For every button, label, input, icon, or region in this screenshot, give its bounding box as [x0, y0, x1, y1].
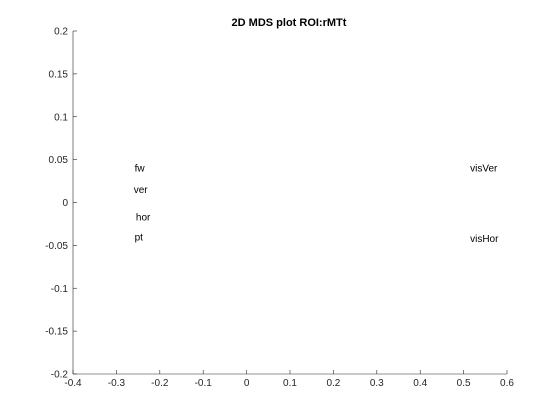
x-tick-label: 0.2	[326, 378, 340, 389]
ticks: -0.4 -0.3 -0.2 -0.1 0 0.1 0.2 0.3 0.4 0.5 0.6 -0.2 -…	[45, 27, 514, 390]
point-label-visver: visVer	[470, 164, 498, 175]
y-tick-label: -0.1	[51, 284, 69, 295]
x-tick-label: -0.2	[151, 378, 169, 389]
axes	[72, 31, 507, 375]
point-label-fw: fw	[135, 164, 146, 175]
x-tick-label: 0.6	[500, 378, 514, 389]
x-tick-label: 0.4	[413, 378, 427, 389]
y-tick-label: 0.1	[54, 112, 68, 123]
chart-title: 2D MDS plot ROI:rMTt	[232, 17, 347, 29]
x-tick-label: 0.3	[370, 378, 384, 389]
y-tick-label: -0.15	[45, 327, 68, 338]
point-label-hor: hor	[136, 213, 151, 224]
point-label-pt: pt	[135, 232, 144, 243]
y-tick-label: -0.2	[51, 370, 69, 381]
x-tick-label: 0.5	[457, 378, 471, 389]
y-tick-label: 0.05	[49, 155, 69, 166]
point-label-ver: ver	[134, 185, 149, 196]
x-tick-label: -0.1	[195, 378, 213, 389]
y-tick-label: 0	[62, 198, 68, 209]
x-tick-label: -0.4	[64, 378, 82, 389]
data-points: fw ver hor pt visVer visHor	[134, 164, 499, 245]
y-tick-label: 0.2	[54, 27, 68, 38]
x-tick-label: -0.3	[108, 378, 126, 389]
y-tick-label: 0.15	[49, 69, 69, 80]
x-tick-label: 0	[244, 378, 250, 389]
x-tick-label: 0.1	[283, 378, 297, 389]
y-tick-label: -0.05	[45, 241, 68, 252]
point-label-vishor: visHor	[470, 234, 499, 245]
